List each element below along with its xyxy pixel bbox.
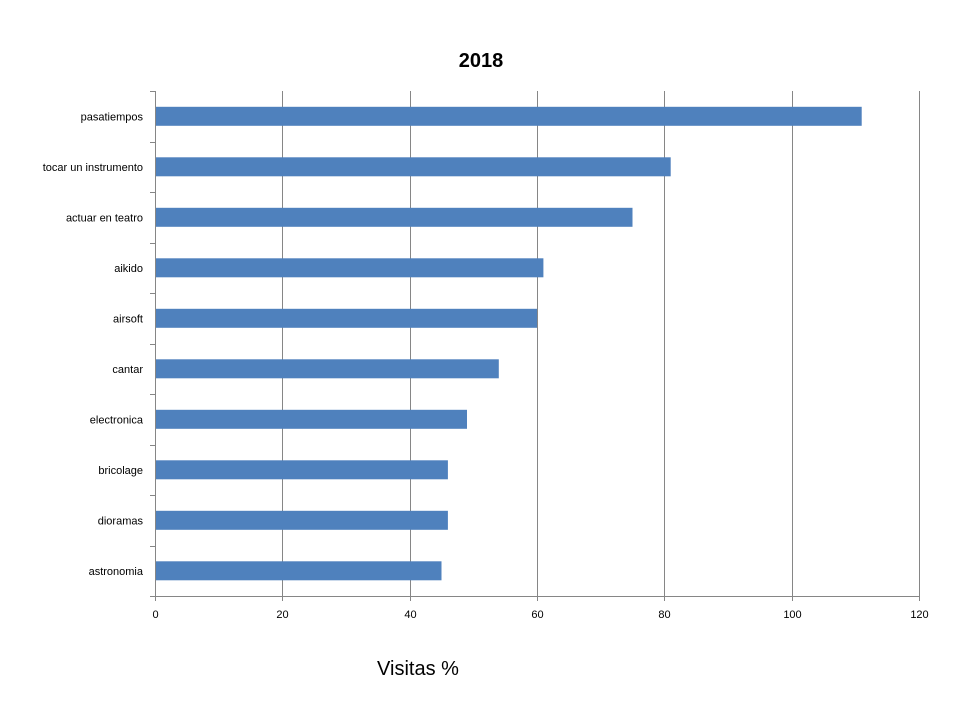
category-label: actuar en teatro (66, 212, 143, 224)
bar-bricolage (155, 460, 448, 480)
x-tick-label-20: 20 (276, 609, 288, 621)
category-label: tocar un instrumento (43, 162, 143, 174)
category-label: aikido (114, 263, 143, 275)
category-labels: pasatiempos tocar un instrumento actuar en… (43, 111, 144, 578)
x-tick-label-0: 0 (152, 609, 158, 621)
bar-astronomia (155, 561, 442, 581)
category-label: pasatiempos (81, 111, 144, 123)
axes (150, 91, 920, 601)
x-axis-title: Visitas % (377, 658, 459, 680)
x-tick-label-120: 120 (910, 609, 928, 621)
category-label: bricolage (98, 465, 143, 477)
bar-electronica (155, 409, 467, 429)
chart-title: 2018 (459, 50, 504, 72)
bar-aikido (155, 258, 544, 278)
bar-airsoft (155, 308, 537, 328)
category-label: astronomia (89, 566, 144, 578)
x-tick-label-40: 40 (404, 609, 416, 621)
bar-cantar (155, 359, 499, 379)
bar-pasatiempos (155, 106, 862, 126)
bar-actuar-en-teatro (155, 207, 633, 227)
x-tick-labels: 0 20 40 60 80 100 120 (152, 609, 928, 621)
category-label: cantar (112, 364, 143, 376)
x-tick-label-80: 80 (658, 609, 670, 621)
category-label: dioramas (98, 515, 144, 527)
x-tick-label-100: 100 (783, 609, 801, 621)
bar-dioramas (155, 510, 448, 530)
category-label: electronica (90, 414, 144, 426)
category-label: airsoft (113, 313, 143, 325)
bars (155, 106, 862, 581)
bar-tocar-un-instrumento (155, 157, 671, 177)
x-tick-label-60: 60 (531, 609, 543, 621)
